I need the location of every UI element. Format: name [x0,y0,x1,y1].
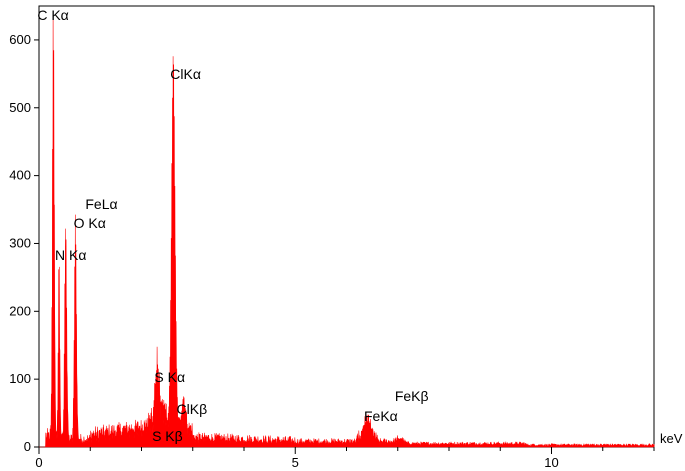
spectrum-area [39,14,655,448]
peak-label: C Kα [37,7,68,23]
peak-label: O Kα [74,215,106,231]
y-tick-label: 0 [24,439,31,454]
x-axis-label: keV [660,431,683,446]
peak-label: ClKβ [177,401,208,417]
peak-labels: C Kα N Kα O Kα FeLα S Kα S Kβ ClKα ClKβ FeKα FeKβ [37,7,428,444]
x-tick-label: 0 [35,455,42,470]
peak-label: ClKα [170,66,201,82]
y-tick-label: 200 [9,303,31,318]
y-tick-label: 600 [9,32,31,47]
plot-frame [38,5,655,448]
peak-label: FeKβ [395,388,429,404]
peak-label: N Kα [55,247,86,263]
peak-label: FeLα [85,196,117,212]
peak-label: S Kα [154,369,185,385]
x-axis: 0 5 10 [35,447,655,470]
y-axis: 0 100 200 300 400 500 600 [9,32,39,454]
x-tick-label: 10 [544,455,558,470]
y-tick-label: 500 [9,100,31,115]
y-tick-label: 100 [9,371,31,386]
peak-label: S Kβ [152,428,183,444]
y-tick-label: 400 [9,168,31,183]
peak-label: FeKα [364,408,398,424]
y-tick-label: 300 [9,235,31,250]
x-tick-label: 5 [292,455,299,470]
